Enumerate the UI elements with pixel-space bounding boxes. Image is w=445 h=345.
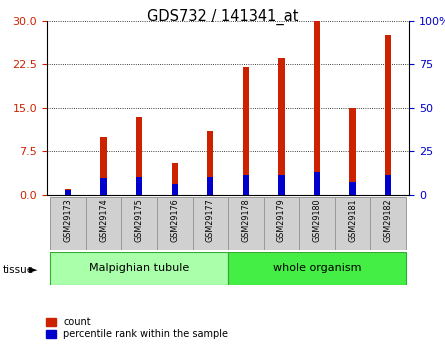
- Bar: [171, 163, 178, 195]
- Bar: [65, 190, 71, 195]
- Bar: [243, 175, 249, 195]
- Bar: [278, 175, 285, 195]
- Bar: [278, 58, 285, 195]
- Text: GSM29178: GSM29178: [241, 198, 251, 242]
- Bar: [50, 197, 86, 250]
- Text: GSM29177: GSM29177: [206, 198, 215, 242]
- Text: ►: ►: [29, 265, 38, 275]
- Bar: [263, 197, 299, 250]
- Bar: [349, 182, 356, 195]
- Text: GSM29181: GSM29181: [348, 198, 357, 242]
- Text: tissue: tissue: [2, 265, 33, 275]
- Bar: [314, 21, 320, 195]
- Text: Malpighian tubule: Malpighian tubule: [89, 263, 189, 273]
- Text: whole organism: whole organism: [273, 263, 361, 273]
- Bar: [101, 137, 107, 195]
- Text: GSM29176: GSM29176: [170, 198, 179, 242]
- Bar: [385, 175, 391, 195]
- Text: GSM29180: GSM29180: [312, 198, 321, 242]
- Bar: [50, 252, 228, 285]
- Bar: [157, 197, 193, 250]
- Bar: [370, 197, 406, 250]
- Text: GSM29179: GSM29179: [277, 198, 286, 242]
- Bar: [171, 184, 178, 195]
- Bar: [385, 35, 391, 195]
- Bar: [228, 252, 406, 285]
- Bar: [65, 189, 71, 195]
- Text: GSM29174: GSM29174: [99, 198, 108, 242]
- Text: GSM29173: GSM29173: [64, 198, 73, 242]
- Bar: [349, 108, 356, 195]
- Bar: [136, 117, 142, 195]
- Bar: [228, 197, 263, 250]
- Bar: [243, 67, 249, 195]
- Bar: [314, 172, 320, 195]
- Bar: [207, 177, 214, 195]
- Bar: [193, 197, 228, 250]
- Bar: [207, 131, 214, 195]
- Text: GDS732 / 141341_at: GDS732 / 141341_at: [147, 9, 298, 25]
- Bar: [335, 197, 370, 250]
- Bar: [86, 197, 121, 250]
- Bar: [136, 177, 142, 195]
- Text: GSM29182: GSM29182: [384, 198, 392, 242]
- Text: GSM29175: GSM29175: [135, 198, 144, 242]
- Bar: [299, 197, 335, 250]
- Legend: count, percentile rank within the sample: count, percentile rank within the sample: [45, 316, 229, 340]
- Bar: [101, 178, 107, 195]
- Bar: [121, 197, 157, 250]
